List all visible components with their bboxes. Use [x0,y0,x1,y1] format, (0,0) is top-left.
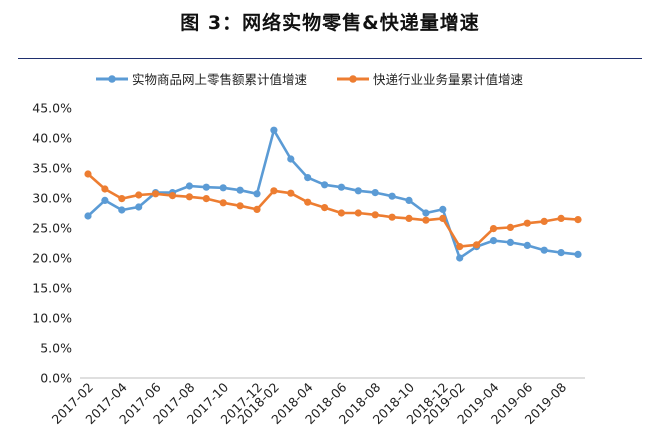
data-point-series-0 [506,238,514,246]
legend-label-express: 快递行业业务量累计值增速 [373,72,524,87]
data-point-series-1 [422,216,430,224]
data-point-series-1 [473,241,481,249]
data-point-series-0 [371,189,379,197]
data-point-series-0 [574,250,582,258]
data-point-series-0 [523,241,531,249]
y-tick-label: 20.0% [32,251,72,266]
legend-marker-express [349,75,357,83]
data-point-series-1 [287,189,295,197]
data-point-series-0 [540,246,548,254]
legend: 实物商品网上零售额累计值增速 快递行业业务量累计值增速 [96,72,524,87]
y-tick-label: 45.0% [32,101,72,116]
chart-title: 图 3：网络实物零售&快递量增速 [180,12,480,34]
data-point-series-1 [540,217,548,225]
data-point-series-1 [253,205,261,213]
data-point-series-1 [185,193,193,201]
data-point-series-0 [422,209,430,217]
data-point-series-1 [304,198,312,206]
data-point-series-1 [270,187,278,195]
data-point-series-0 [304,174,312,182]
legend-label-retail: 实物商品网上零售额累计值增速 [132,72,308,87]
data-point-series-0 [185,182,193,190]
data-point-series-1 [405,214,413,222]
data-point-series-0 [253,190,261,198]
data-point-series-1 [506,223,514,231]
legend-marker-retail [108,75,116,83]
data-point-series-1 [152,190,160,198]
data-point-series-1 [118,195,126,203]
data-point-series-1 [135,191,143,199]
y-tick-label: 5.0% [40,341,72,356]
y-tick-label: 40.0% [32,131,72,146]
data-point-series-0 [439,205,447,213]
data-point-series-0 [354,187,362,195]
data-point-series-0 [219,184,227,192]
y-tick-label: 10.0% [32,311,72,326]
data-point-series-1 [456,243,464,251]
data-point-series-0 [456,254,464,262]
data-point-series-0 [202,183,210,191]
data-point-series-1 [337,209,345,217]
data-point-series-1 [354,209,362,217]
x-axis-ticks: 2017-022017-042017-062017-082017-102017-… [49,379,570,427]
data-point-series-1 [557,214,565,222]
data-point-series-1 [84,170,92,178]
title-divider [18,58,642,59]
data-point-series-0 [118,206,126,214]
data-point-series-0 [489,237,498,245]
y-tick-label: 15.0% [32,281,72,296]
data-point-series-0 [135,203,143,211]
y-tick-label: 30.0% [32,191,72,206]
y-tick-label: 0.0% [40,371,72,386]
data-point-series-1 [101,185,109,193]
data-point-series-0 [101,196,109,204]
data-point-series-1 [439,214,447,222]
data-point-series-1 [574,216,582,224]
data-point-series-1 [371,211,379,219]
data-point-series-0 [557,249,565,257]
y-tick-label: 35.0% [32,161,72,176]
series-group [84,126,582,262]
data-point-series-0 [405,196,413,204]
data-point-series-1 [321,204,329,212]
data-point-series-0 [337,183,345,191]
data-point-series-0 [84,212,92,220]
y-axis-ticks: 0.0% 5.0% 10.0% 15.0% 20.0% 25.0% 30.0% 35.0% 40… [32,101,72,386]
data-point-series-1 [236,202,244,210]
data-point-series-1 [388,213,396,221]
data-point-series-1 [489,225,498,233]
data-point-series-0 [236,186,244,194]
data-point-series-0 [321,181,329,189]
data-point-series-0 [388,192,396,200]
data-point-series-1 [168,192,177,200]
data-point-series-1 [523,219,531,227]
data-point-series-0 [270,126,278,134]
data-point-series-0 [287,155,295,163]
data-point-series-1 [202,195,210,203]
y-tick-label: 25.0% [32,221,72,236]
data-point-series-1 [219,199,227,207]
